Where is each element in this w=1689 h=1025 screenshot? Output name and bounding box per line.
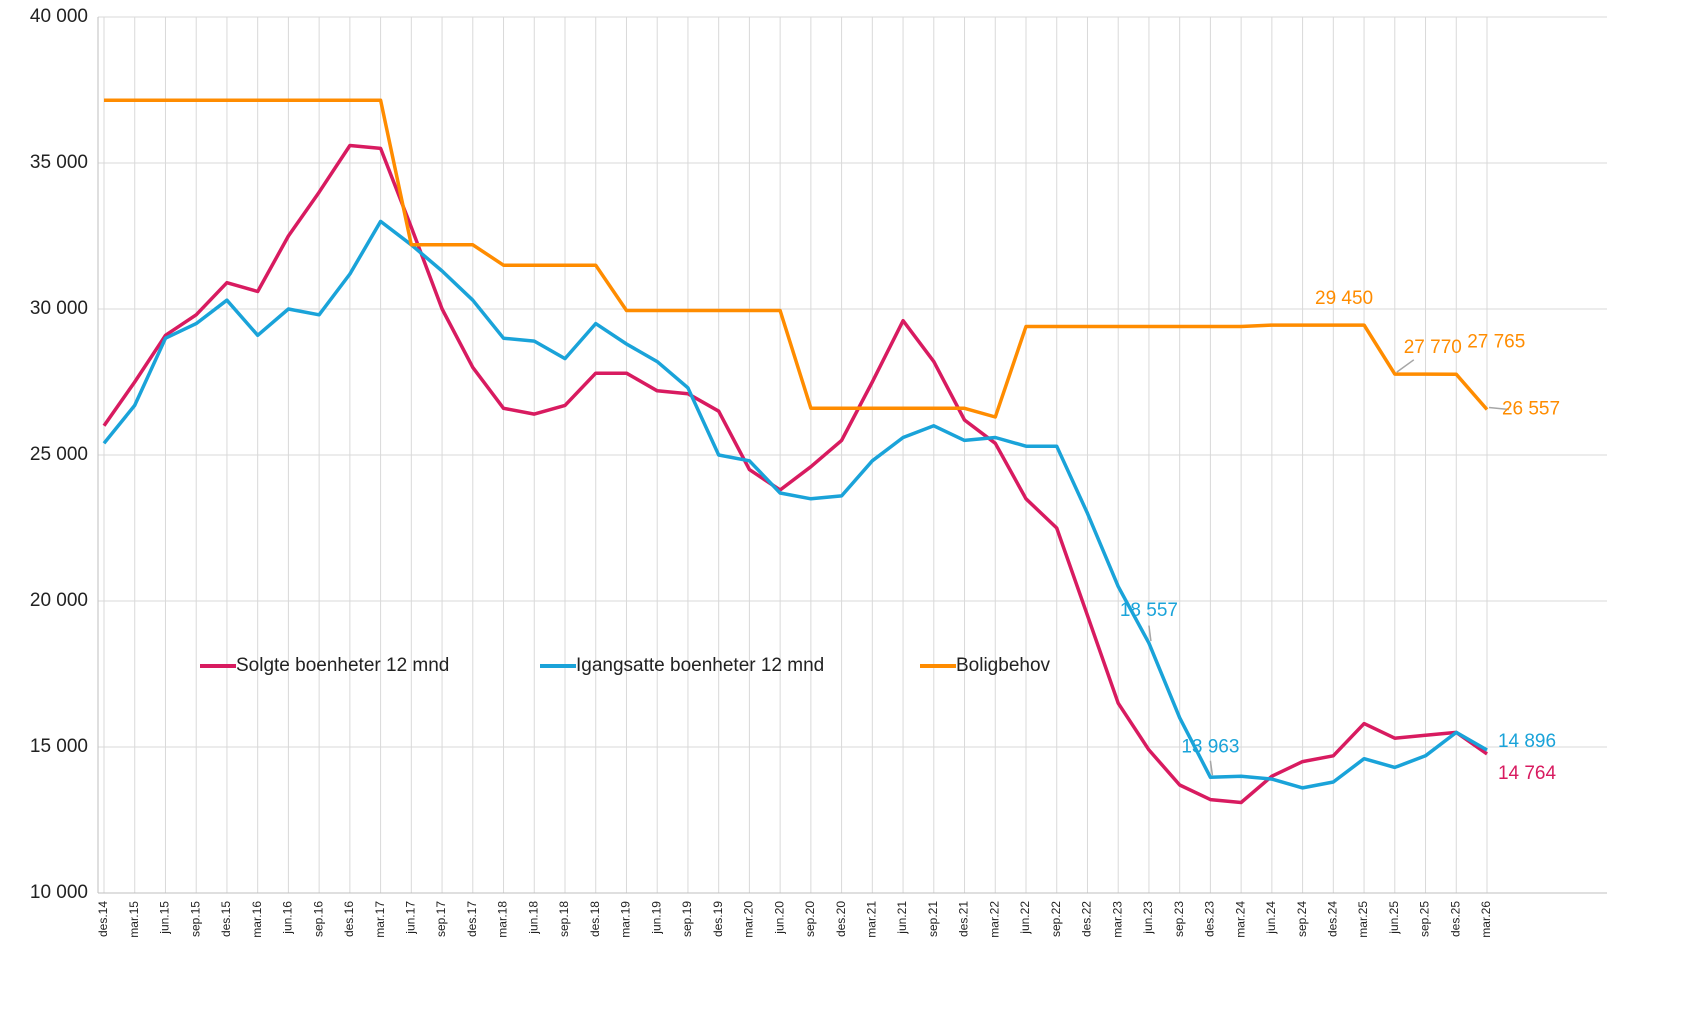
series-line [102, 143, 1489, 805]
x-tick-label: des.23 [1203, 901, 1217, 937]
x-tick-label: jun.20 [772, 901, 786, 935]
x-tick-label: mar.22 [987, 901, 1001, 938]
x-tick-label: jun.21 [895, 901, 909, 935]
x-tick-label: mar.21 [865, 901, 879, 938]
x-tick-label: mar.20 [742, 901, 756, 938]
value-label: 14 764 [1498, 763, 1557, 784]
leader-line [1488, 406, 1510, 411]
x-tick-label: des.16 [342, 901, 356, 937]
x-tick-label: mar.24 [1233, 901, 1247, 938]
x-tick-label: jun.23 [1141, 901, 1155, 935]
x-tick-label: des.17 [465, 901, 479, 937]
x-tick-label: sep.20 [803, 901, 817, 937]
x-tick-label: sep.18 [557, 901, 571, 937]
value-label: 27 765 [1467, 331, 1525, 352]
x-tick-label: jun.22 [1018, 901, 1032, 935]
value-label: 13 963 [1181, 736, 1239, 757]
y-tick-label: 10 000 [30, 882, 88, 903]
x-tick-label: des.25 [1448, 901, 1462, 937]
legend-label: Boligbehov [956, 655, 1051, 676]
legend-label: Igangsatte boenheter 12 mnd [576, 655, 824, 676]
y-tick-label: 40 000 [30, 6, 88, 27]
x-tick-label: des.14 [96, 901, 110, 937]
x-tick-label: jun.19 [649, 901, 663, 935]
x-tick-label: jun.25 [1387, 901, 1401, 935]
x-tick-label: mar.25 [1356, 901, 1370, 938]
leader-line [1148, 625, 1152, 642]
x-tick-label: sep.15 [188, 901, 202, 937]
x-tick-label: des.19 [711, 901, 725, 937]
series-line [102, 219, 1488, 790]
x-tick-label: sep.22 [1049, 901, 1063, 937]
x-tick-label: mar.23 [1110, 901, 1124, 938]
value-label: 18 557 [1120, 600, 1178, 621]
x-tick-label: des.15 [219, 901, 233, 937]
x-tick-label: mar.18 [496, 901, 510, 938]
x-tick-label: sep.21 [926, 901, 940, 937]
leader-line [1209, 760, 1214, 776]
x-tick-label: jun.16 [281, 901, 295, 935]
legend-label: Solgte boenheter 12 mnd [236, 655, 449, 676]
value-label: 27 770 [1404, 337, 1462, 358]
x-tick-label: jun.18 [526, 901, 540, 935]
value-label: 26 557 [1502, 399, 1560, 420]
x-tick-label: des.20 [834, 901, 848, 937]
x-tick-label: jun.15 [158, 901, 172, 935]
x-tick-label: mar.15 [127, 901, 141, 938]
value-label: 29 450 [1315, 288, 1373, 309]
x-tick-label: mar.19 [619, 901, 633, 938]
y-tick-label: 35 000 [30, 152, 88, 173]
x-tick-label: sep.17 [434, 901, 448, 937]
x-tick-label: sep.19 [680, 901, 694, 937]
x-tick-label: sep.25 [1418, 901, 1432, 937]
y-tick-label: 30 000 [30, 298, 88, 319]
x-tick-label: sep.23 [1172, 901, 1186, 937]
y-tick-label: 15 000 [30, 736, 88, 757]
series-line [104, 98, 1489, 419]
x-tick-label: mar.16 [250, 901, 264, 938]
x-tick-label: mar.26 [1479, 901, 1493, 938]
leader-line [1396, 359, 1415, 373]
y-tick-label: 25 000 [30, 444, 88, 465]
x-tick-label: jun.24 [1264, 901, 1278, 935]
x-tick-label: des.22 [1080, 901, 1094, 937]
x-tick-label: des.18 [588, 901, 602, 937]
x-tick-label: mar.17 [373, 901, 387, 938]
x-tick-label: jun.17 [404, 901, 418, 935]
x-tick-label: sep.16 [311, 901, 325, 937]
x-tick-label: sep.24 [1295, 901, 1309, 937]
x-tick-label: des.24 [1326, 901, 1340, 937]
y-tick-label: 20 000 [30, 590, 88, 611]
x-tick-label: des.21 [957, 901, 971, 937]
value-label: 14 896 [1498, 731, 1556, 752]
